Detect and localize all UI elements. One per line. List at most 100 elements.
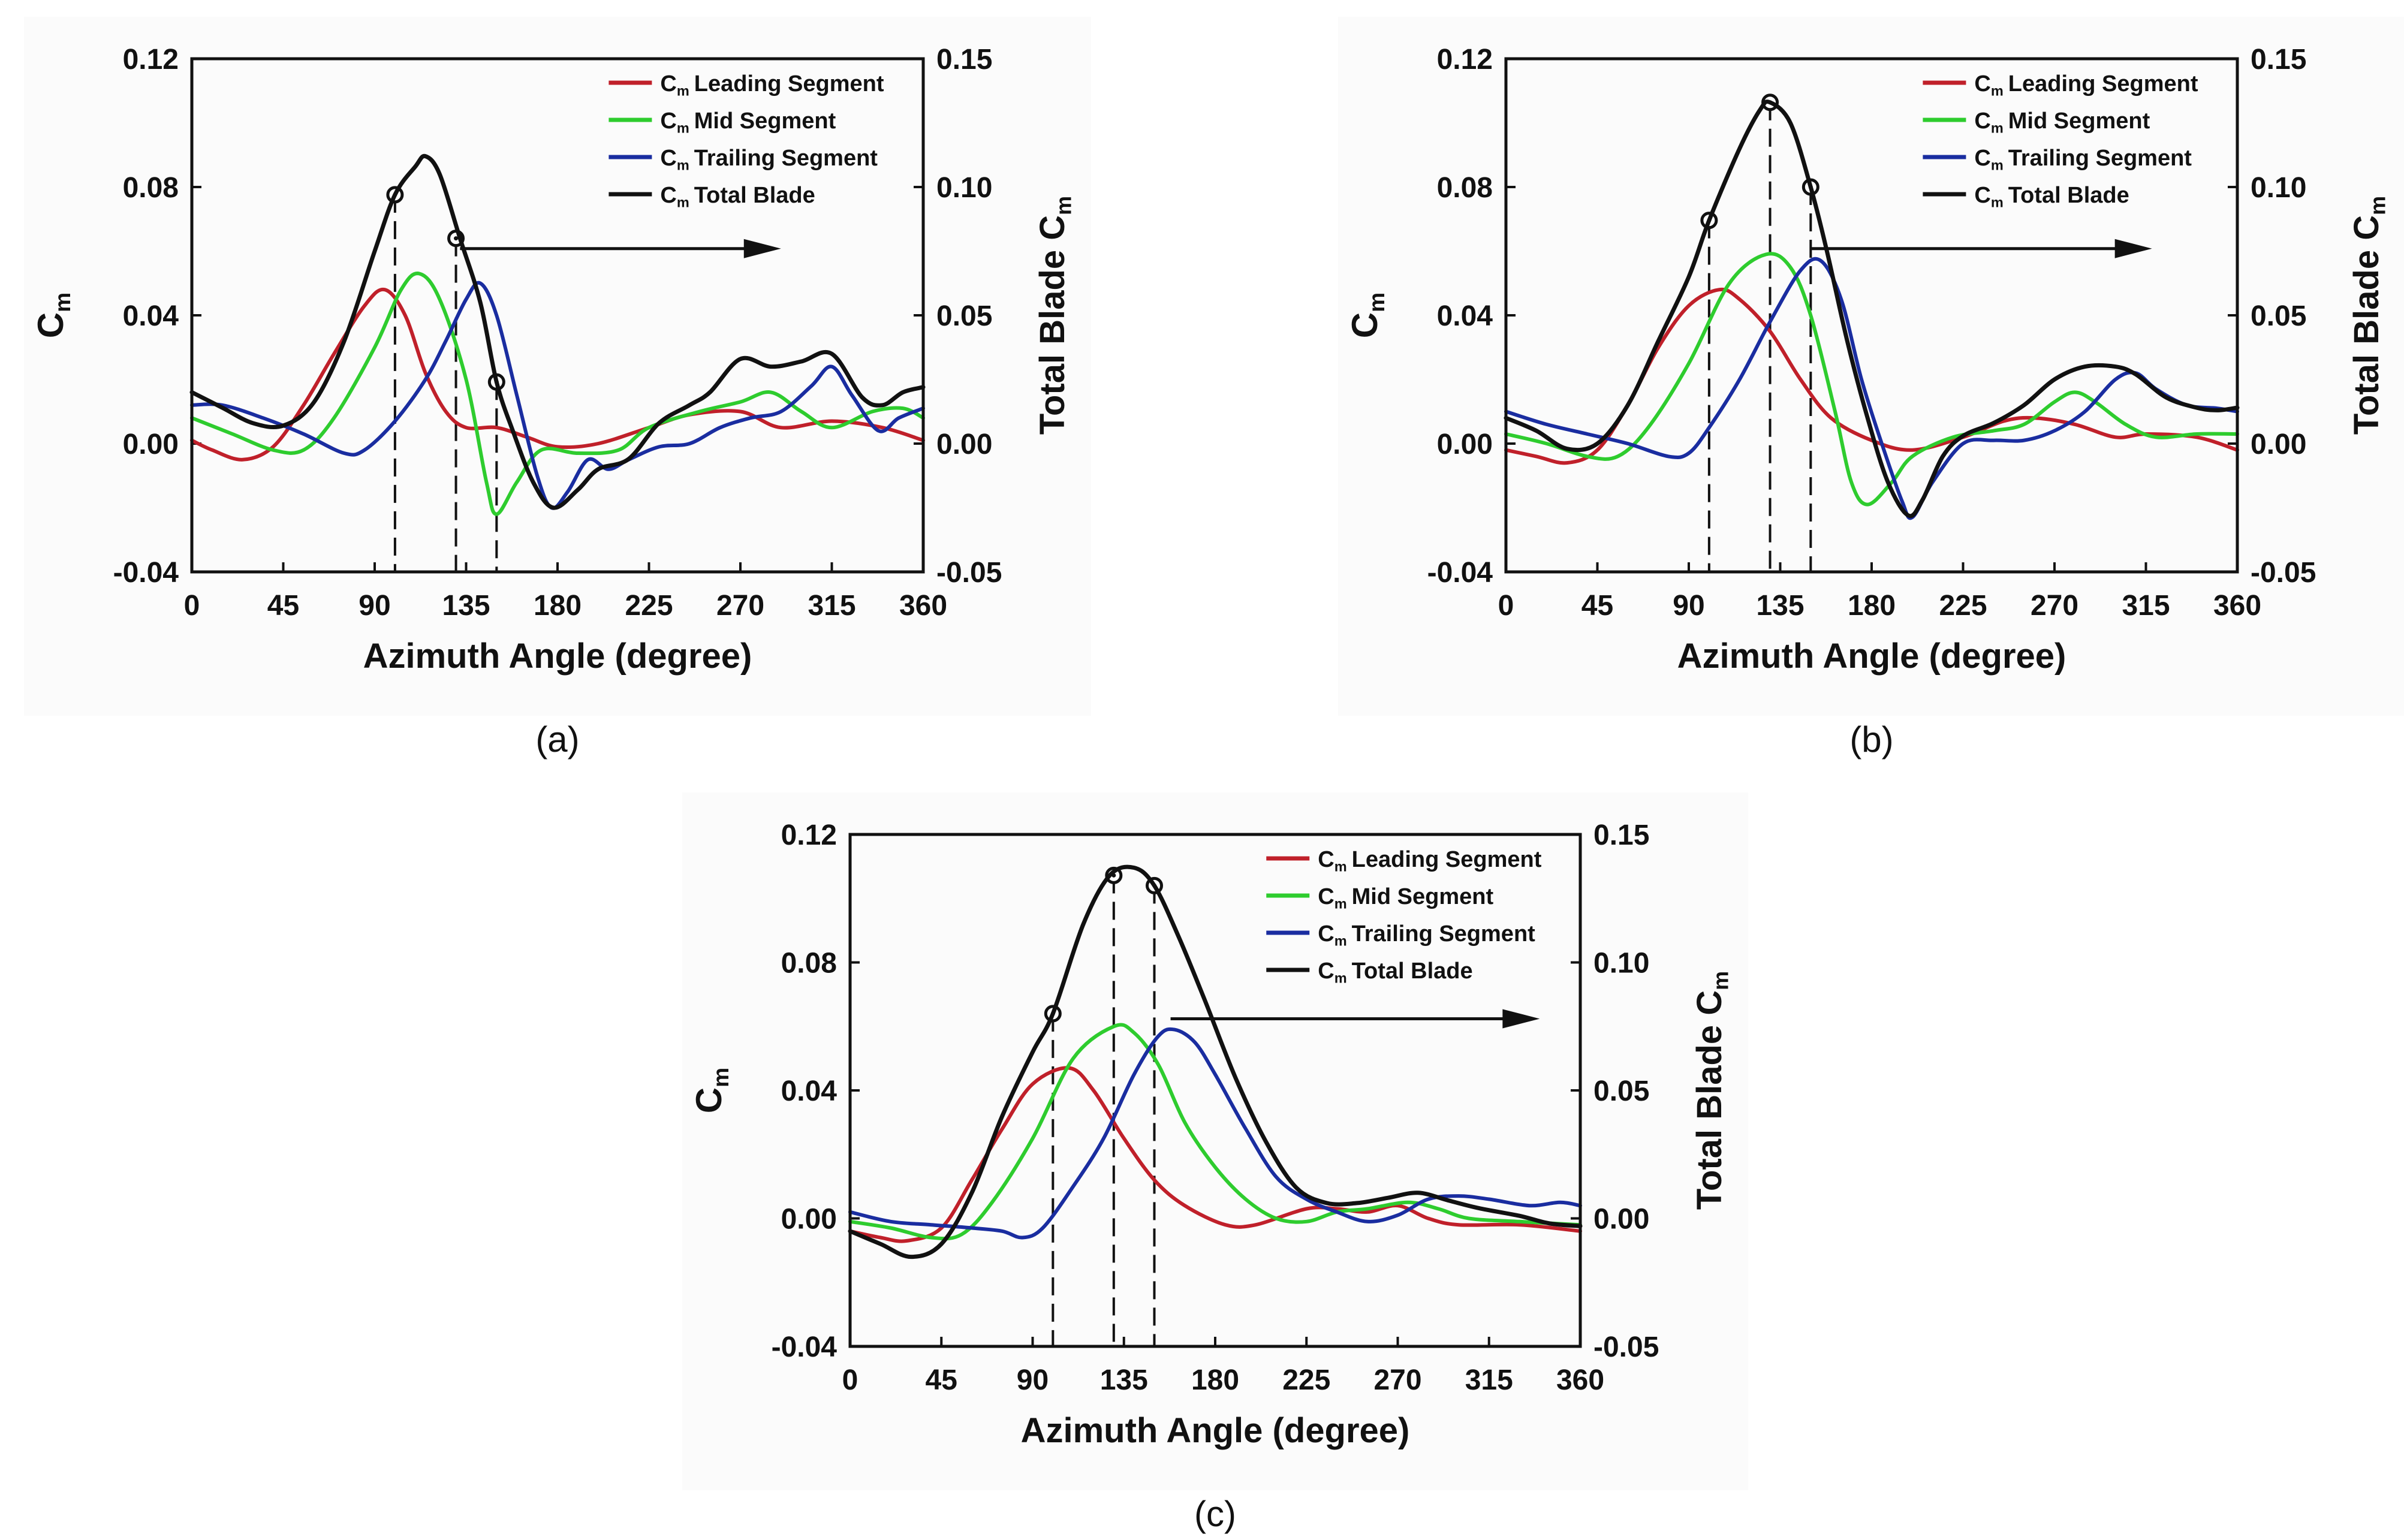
legend-series-name: Trailing Segment [694, 146, 878, 171]
legend-entry: Cm Leading Segment [660, 71, 884, 99]
legend-entry: Cm Mid Segment [1318, 884, 1493, 912]
legend-prefix: C [1974, 71, 1990, 97]
y-axis-title-subscript: m [1364, 293, 1389, 312]
x-tick-label: 135 [1756, 590, 1804, 622]
y-axis-title-main: C [1345, 312, 1385, 338]
legend-prefix: C [660, 109, 676, 134]
legend-series-name: Total Blade [1352, 959, 1473, 984]
legend-entry: Cm Total Blade [1974, 183, 2129, 210]
legend-prefix-subscript: m [1334, 859, 1347, 875]
legend-entry: Cm Total Blade [1318, 959, 1472, 986]
y2-tick-label: -0.05 [2251, 557, 2316, 589]
x-tick-label: 315 [2122, 590, 2170, 622]
legend-prefix-subscript: m [1991, 83, 2004, 99]
x-tick-label: 90 [359, 590, 390, 622]
y-tick-label: 0.08 [123, 172, 179, 204]
y-tick-label: 0.12 [123, 44, 179, 76]
legend-prefix: C [1318, 847, 1334, 872]
panel-caption: (c) [1194, 1494, 1236, 1534]
legend-prefix: C [1974, 183, 1990, 208]
y-tick-label: 0.00 [781, 1204, 837, 1235]
x-tick-label: 45 [1581, 590, 1613, 622]
panel-caption: (b) [1849, 719, 1893, 760]
legend-entry: Cm Trailing Segment [1318, 921, 1535, 949]
x-tick-label: 0 [842, 1364, 858, 1396]
series-lines [1504, 100, 2240, 520]
y2-axis-title: Total Blade Cm [1690, 971, 1733, 1210]
y-tick-label: 0.12 [1437, 44, 1493, 76]
x-tick-label: 45 [267, 590, 299, 622]
panel-background [24, 17, 1091, 716]
legend-entry: Cm Leading Segment [1318, 847, 1541, 875]
legend-prefix: C [1974, 146, 1990, 171]
y2-tick-label: 0.00 [2251, 429, 2306, 460]
y2-axis-title-main: Total Blade C [1033, 215, 1072, 435]
plot-frame [848, 833, 1582, 1348]
y-axis-title: Cm [1345, 293, 1389, 338]
legend-prefix-subscript: m [1334, 971, 1347, 986]
y-axis-title-subscript: m [708, 1068, 733, 1087]
x-axis-title: Azimuth Angle (degree) [363, 637, 752, 676]
legend-series-name: Leading Segment [2008, 71, 2198, 97]
y-axis-title: Cm [689, 1068, 733, 1113]
legend-prefix: C [660, 183, 676, 208]
legend-entry: Cm Leading Segment [1974, 71, 2198, 99]
legend-entry: Cm Trailing Segment [660, 146, 878, 173]
y2-axis-title: Total Blade Cm [1033, 196, 1076, 435]
y2-tick-label: 0.05 [2251, 300, 2306, 332]
series-line-leading-segment [848, 1066, 1582, 1243]
legend-prefix-subscript: m [1991, 120, 2004, 136]
y2-axis-title-main: Total Blade C [2347, 215, 2386, 435]
y2-tick-label: 0.15 [1593, 819, 1649, 851]
series-lines [848, 864, 1583, 1259]
legend-prefix: C [660, 146, 676, 171]
x-tick-label: 270 [1373, 1364, 1421, 1396]
y2-axis-title-subscript: m [1052, 196, 1076, 215]
legend-entry: Cm Mid Segment [1974, 109, 2150, 136]
chart-panel-c: 0 45 90 135 180 225 270 315 360 -0.04 0.00 0.04 0.08… [682, 792, 1748, 1534]
data-marker-dot [454, 236, 459, 241]
y2-tick-label: 0.10 [2251, 172, 2306, 204]
legend-series-name: Mid Segment [2008, 109, 2150, 134]
chart-panel-a: 0 45 90 135 180 225 270 315 360 -0.04 0.00 0.04 0.08… [24, 17, 1091, 760]
y2-tick-label: 0.05 [936, 300, 992, 332]
legend-prefix: C [660, 71, 676, 97]
plot-frame [1504, 57, 2239, 574]
x-tick-label: 180 [534, 590, 582, 622]
x-tick-label: 315 [808, 590, 855, 622]
panel-caption: (a) [535, 719, 579, 760]
x-tick-label: 45 [926, 1364, 957, 1396]
x-tick-label: 135 [1100, 1364, 1148, 1396]
legend-prefix: C [1318, 884, 1334, 909]
legend-series-name: Total Blade [2008, 183, 2129, 208]
y-tick-label: -0.04 [1427, 557, 1493, 589]
series-line-total-blade [189, 153, 926, 510]
legend-prefix-subscript: m [677, 120, 689, 136]
x-axis-title: Azimuth Angle (degree) [1021, 1411, 1410, 1450]
y-tick-label: 0.12 [781, 819, 837, 851]
axis-ticks: 0 45 90 135 180 225 270 315 360 -0.04 0.00 0.04 0.08… [772, 819, 1659, 1396]
series-line-leading-segment [190, 287, 925, 462]
legend-prefix-subscript: m [1334, 933, 1347, 949]
y-axis-title-subscript: m [50, 293, 75, 312]
series-lines [189, 153, 926, 516]
legend-series-name: Trailing Segment [2008, 146, 2192, 171]
y-tick-label: -0.04 [113, 557, 179, 589]
y2-tick-label: 0.15 [936, 44, 992, 76]
series-line-total-blade [1504, 100, 2240, 519]
series-line-total-blade [848, 864, 1583, 1259]
axis-pointer-arrow-head [1502, 1009, 1540, 1029]
legend-prefix-subscript: m [1991, 195, 2004, 210]
x-tick-label: 180 [1848, 590, 1896, 622]
y2-axis-title-subscript: m [1709, 971, 1733, 990]
x-tick-label: 360 [899, 590, 947, 622]
series-line-mid-segment [848, 1023, 1582, 1241]
legend-series-name: Mid Segment [1352, 884, 1494, 909]
axis-ticks: 0 45 90 135 180 225 270 315 360 -0.04 0.00 0.04 0.08… [1427, 44, 2316, 622]
x-tick-label: 270 [2031, 590, 2078, 622]
legend-series-name: Leading Segment [1352, 847, 1542, 872]
y-tick-label: 0.08 [781, 948, 837, 980]
legend-entry: Cm Trailing Segment [1974, 146, 2192, 173]
